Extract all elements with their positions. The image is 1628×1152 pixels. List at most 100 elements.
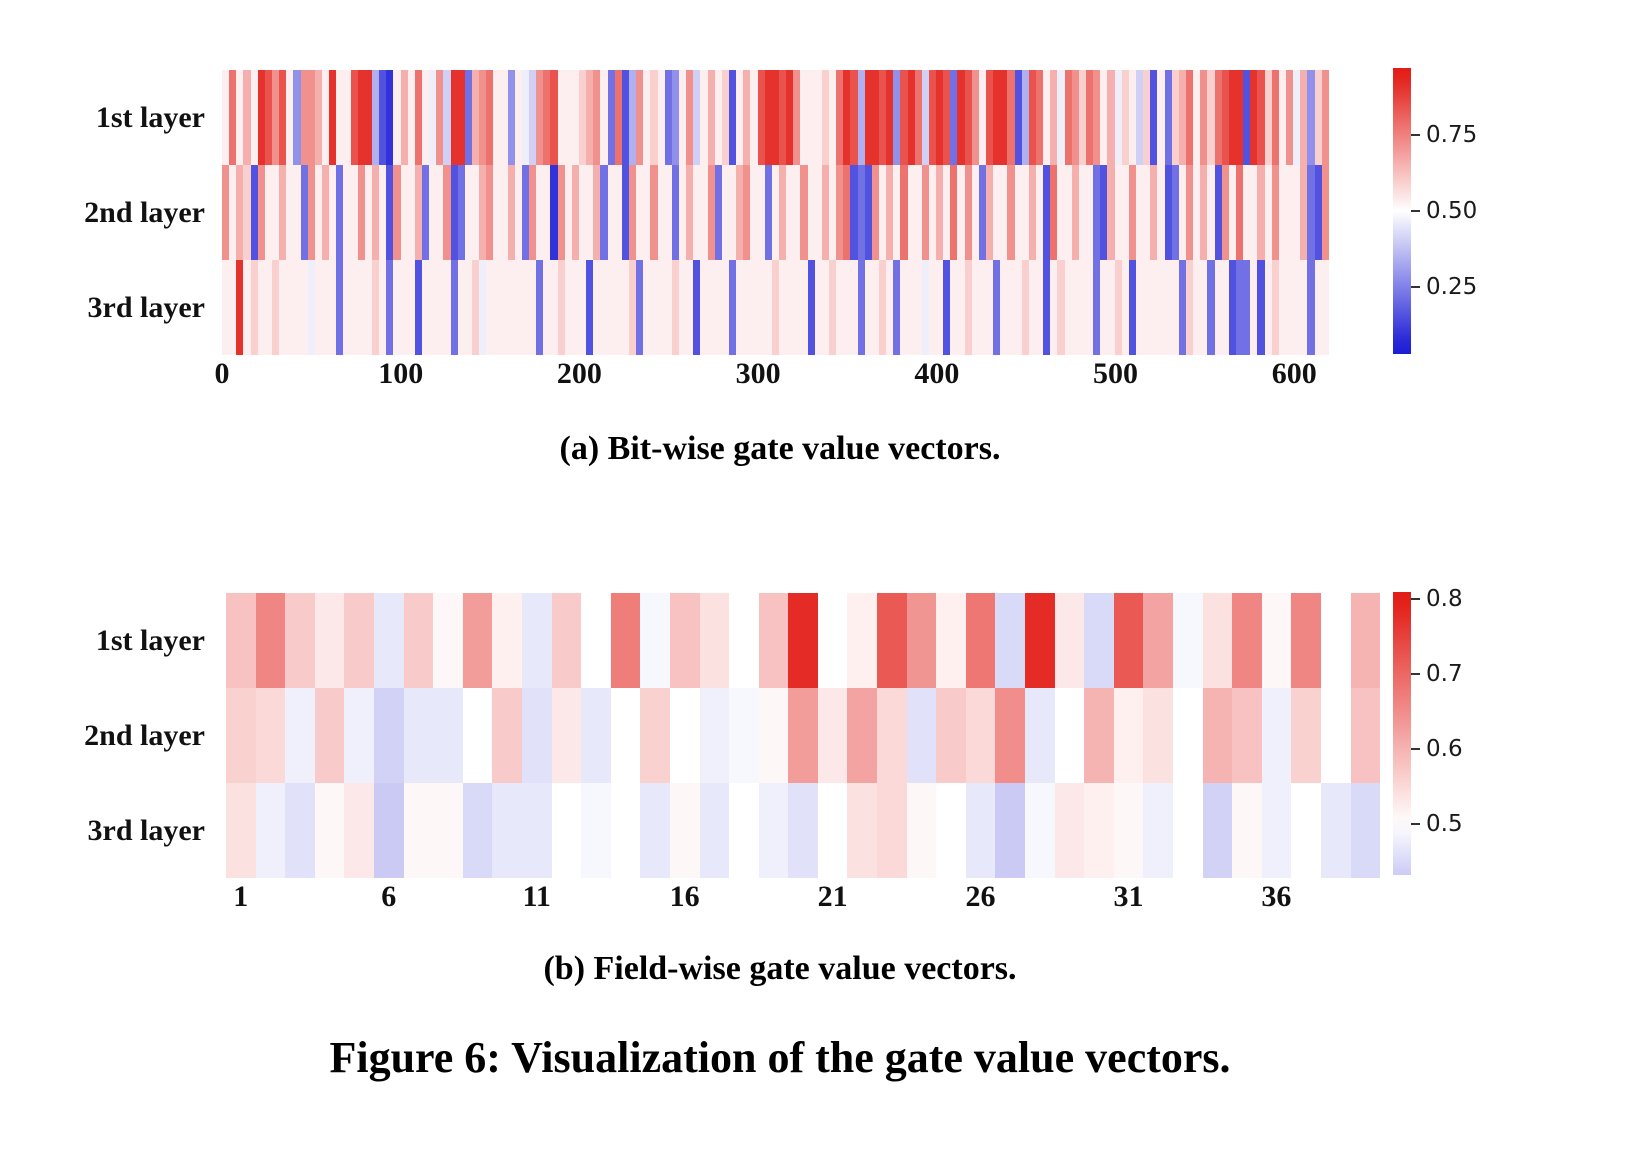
heatmap-cell (255, 783, 286, 878)
heatmap-cell (878, 70, 887, 165)
heatmap-cell (314, 70, 322, 165)
heatmap-cell (236, 165, 244, 260)
heatmap-cell (828, 260, 837, 355)
heatmap-cell (1221, 70, 1229, 165)
heatmap-cell (900, 165, 908, 260)
heatmap-cell (1128, 165, 1136, 260)
heatmap-cell (536, 260, 544, 355)
heatmap-cell (877, 783, 907, 878)
heatmap-cell (906, 593, 937, 688)
heatmap-cell (640, 593, 670, 688)
heatmap-cell (271, 165, 280, 260)
heatmap-cell (551, 783, 582, 878)
heatmap-cell (1264, 70, 1272, 165)
heatmap-cell (921, 70, 929, 165)
heatmap-cell (1121, 70, 1129, 165)
heatmap-cell (307, 260, 315, 355)
x-tick-label: 300 (735, 357, 781, 390)
heatmap-cell (758, 783, 789, 878)
heatmap-cell (936, 593, 966, 688)
colorbar-tick-label: 0.8 (1426, 586, 1463, 613)
heatmap-cell (877, 688, 907, 783)
heatmap-cell (429, 70, 437, 165)
heatmap-cell (521, 260, 530, 355)
row-label-3rd-layer: 3rd layer (87, 813, 205, 847)
heatmap-cell (971, 70, 979, 165)
heatmap-cell (600, 165, 608, 260)
heatmap-cell (1214, 70, 1222, 165)
heatmap-cell (364, 70, 372, 165)
heatmap-cell (671, 70, 679, 165)
heatmap-cell (978, 70, 987, 165)
heatmap-cell (1300, 70, 1308, 165)
heatmap-cell (1214, 165, 1222, 260)
heatmap-cell (571, 70, 580, 165)
x-tick-label: 0 (214, 357, 230, 390)
heatmap-cell (907, 70, 915, 165)
heatmap-cell (492, 688, 522, 783)
heatmap-cell (293, 165, 301, 260)
heatmap-cell (629, 260, 637, 355)
heatmap-cell (857, 260, 865, 355)
heatmap-cell (636, 165, 644, 260)
heatmap-cell (507, 165, 515, 260)
heatmap-cell (371, 70, 380, 165)
heatmap-cell (1264, 165, 1272, 260)
heatmap-cell (1093, 70, 1101, 165)
heatmap-cell (1157, 260, 1165, 355)
heatmap-cell (536, 165, 544, 260)
colorbar-tick-label: 0.25 (1426, 274, 1478, 301)
heatmap-cell (743, 70, 751, 165)
colorbar-tick-mark (1411, 748, 1420, 751)
heatmap-cell (486, 165, 494, 260)
heatmap-cell (679, 260, 687, 355)
colorbar-fieldwise: 0.8 0.7 0.6 0.5 (1393, 586, 1463, 875)
heatmap-cell (1028, 165, 1037, 260)
heatmap-cell (793, 70, 801, 165)
heatmap-cell (1084, 688, 1114, 783)
heatmap-cell (1350, 688, 1381, 783)
heatmap-cell (886, 165, 894, 260)
heatmap-cell (350, 165, 358, 260)
heatmap-cell (1071, 260, 1079, 355)
heatmap-cell (1028, 260, 1037, 355)
heatmap-cell (493, 165, 501, 260)
heatmap-cell (364, 260, 372, 355)
heatmap-cell (850, 165, 858, 260)
heatmap-cell (707, 260, 715, 355)
heatmap-row-1st-layer (222, 70, 1330, 165)
heatmap-cell (1321, 165, 1329, 260)
heatmap-cell (250, 165, 258, 260)
heatmap-cell (1291, 688, 1321, 783)
heatmap-cell (329, 165, 337, 260)
heatmap-cell (1064, 260, 1072, 355)
heatmap-cell (271, 260, 280, 355)
heatmap-cell (1025, 783, 1055, 878)
heatmap-cell (1285, 260, 1294, 355)
colorbar-fieldwise-gradient (1393, 592, 1411, 875)
heatmap-cell (679, 70, 687, 165)
heatmap-cell (729, 783, 759, 878)
heatmap-cell (581, 783, 611, 878)
heatmap-cell (379, 70, 387, 165)
x-tick-label: 31 (1113, 880, 1144, 913)
heatmap-cell (450, 260, 458, 355)
heatmap-cell (1307, 165, 1315, 260)
heatmap-cell (1261, 783, 1292, 878)
heatmap-cell (1036, 70, 1044, 165)
heatmap-cell (778, 260, 787, 355)
heatmap-cell (1200, 70, 1208, 165)
heatmap-cell (650, 70, 658, 165)
heatmap-cell (807, 260, 815, 355)
heatmap-cell (657, 70, 665, 165)
heatmap-cell (600, 70, 608, 165)
heatmap-cell (669, 783, 700, 878)
heatmap-cell (255, 593, 286, 688)
row-label-2nd-layer: 2nd layer (84, 195, 205, 229)
heatmap-cell (1036, 165, 1044, 260)
heatmap-cell (243, 70, 251, 165)
heatmap-cell (300, 260, 308, 355)
heatmap-cell (1314, 70, 1322, 165)
heatmap-cell (758, 688, 789, 783)
heatmap-cell (550, 70, 558, 165)
